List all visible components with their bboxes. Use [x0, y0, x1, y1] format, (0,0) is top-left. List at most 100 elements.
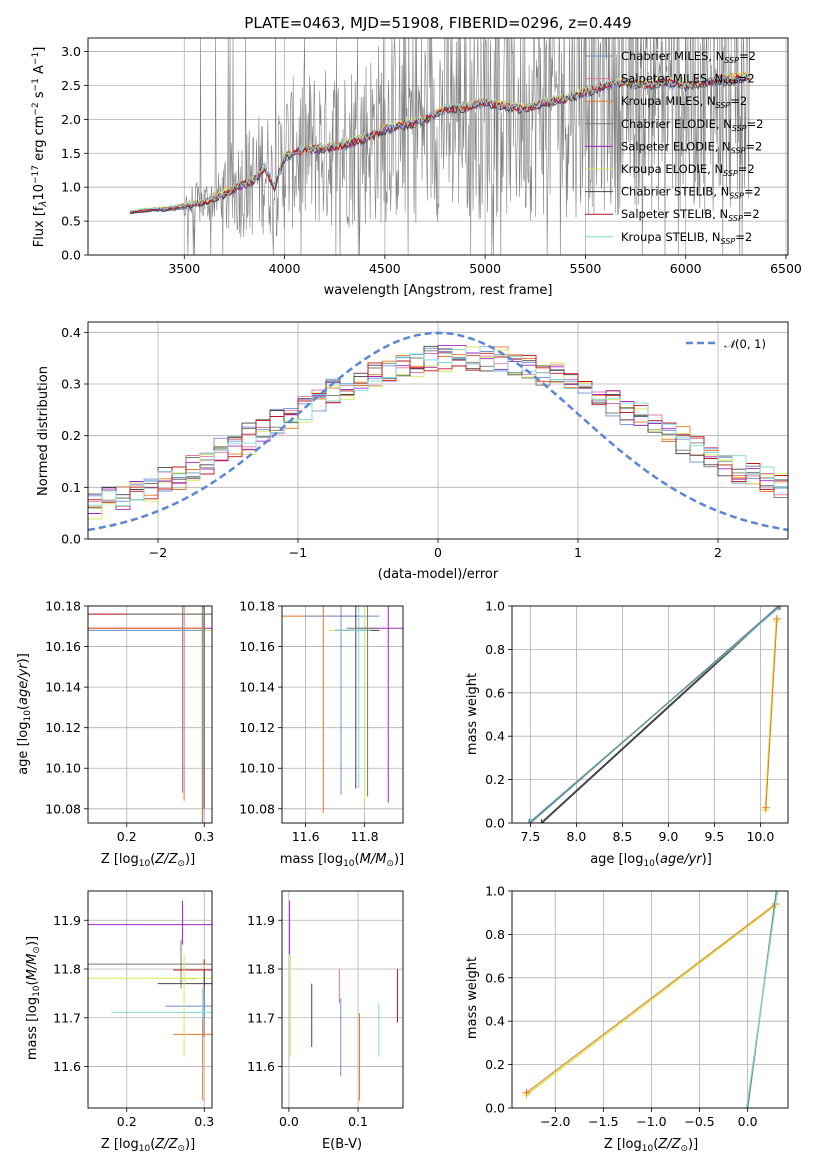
weight-marker [774, 606, 783, 610]
x-tick-label: 9.5 [704, 829, 724, 844]
residuals-ylabel: Normed distribution [36, 366, 51, 496]
age-vs-Z-panel: Z [log10(Z/Z⊙)] age [log10(age/yr)] 0.2 0… [16, 599, 214, 870]
spectrum-xlabel: wavelength [Angstrom, rest frame] [324, 283, 553, 298]
x-tick-label: 8.0 [566, 829, 586, 844]
y-tick-label: 10.08 [45, 801, 81, 816]
y-tick-label: 11.6 [247, 1059, 275, 1074]
y-tick-label: 0.1 [61, 480, 81, 495]
weight-line-kroupa_miles [526, 903, 776, 1094]
weight-marker [772, 617, 781, 626]
age-Z-xlabel: Z [log10(Z/Z⊙)] [101, 852, 195, 869]
axes-frame [511, 890, 789, 1109]
x-tick-label: 11.8 [351, 829, 379, 844]
y-tick-label: 10.16 [239, 639, 275, 654]
observed-spectrum-line [130, 38, 751, 255]
spectrum-legend: Chabrier MILES, NSSP=2 Salpeter MILES, NS… [585, 49, 763, 246]
plot-area [289, 900, 398, 1101]
y-tick-label: 0.0 [61, 248, 81, 263]
legend-label: Chabrier STELIB, NSSP=2 [621, 185, 761, 201]
x-tick-label: −2.0 [540, 1114, 570, 1129]
grid [88, 891, 212, 1108]
y-tick-label: 0.3 [61, 377, 81, 392]
y-tick-label: 3.0 [61, 44, 81, 59]
y-tick-label: 0.6 [485, 970, 505, 985]
y-tick-label: 1.0 [485, 599, 505, 614]
weight-line-kroupa_stelib [746, 891, 779, 1108]
x-tick-label: −1 [289, 545, 307, 560]
x-tick-label: 6000 [670, 261, 702, 276]
y-tick-label: 0.6 [485, 685, 505, 700]
weight-marker [525, 819, 534, 823]
plot-area [282, 606, 403, 813]
x-tick-label: 11.6 [292, 829, 320, 844]
histogram-kroupa_miles [88, 346, 788, 508]
spectrum-ylabel: Flux [fλ10−17 erg cm−2 s−1 A−1] [31, 47, 49, 248]
weight-marker [775, 606, 784, 610]
x-tick-label: 4500 [369, 261, 401, 276]
legend-label: Kroupa ELODIE, NSSP=2 [621, 162, 755, 178]
x-tick-label: 4000 [269, 261, 301, 276]
weight-marker [526, 819, 535, 823]
y-tick-label: 11.9 [247, 913, 275, 928]
weight-marker [537, 819, 546, 823]
mw-Z-xlabel: Z [log10(Z/Z⊙)] [604, 1137, 698, 1154]
y-tick-label: 0.4 [61, 325, 81, 340]
y-tick-label: 0.0 [485, 816, 505, 831]
grid [282, 605, 403, 823]
y-tick-label: 0.4 [485, 729, 505, 744]
histogram-kroupa_stelib [88, 346, 788, 507]
mass-Z-ylabel: mass [log10(M/M⊙)] [25, 936, 42, 1060]
legend-label: Salpeter MILES, NSSP=2 [621, 72, 755, 88]
axes-frame [87, 321, 789, 540]
x-tick-label: 5000 [469, 261, 501, 276]
spectrum-panel: wavelength [Angstrom, rest frame] Flux [… [31, 37, 802, 298]
x-tick-label: 3500 [168, 261, 200, 276]
y-tick-label: 0.2 [485, 1057, 505, 1072]
weight-line-kroupa_miles [765, 618, 778, 808]
histogram-chabrier_elodie [88, 350, 788, 509]
mass-weight-vs-Z-panel: Z [log10(Z/Z⊙)] mass weight −2.0 −1.5 −1.0… [465, 884, 789, 1154]
y-tick-label: 11.8 [53, 962, 81, 977]
histogram-kroupa_elodie [88, 346, 788, 520]
y-tick-label: 2.5 [61, 78, 81, 93]
weight-marker [773, 891, 782, 895]
y-tick-label: 10.18 [239, 599, 275, 614]
y-tick-label: 10.08 [239, 801, 275, 816]
weight-marker [772, 615, 781, 624]
x-tick-label: 0.2 [117, 1114, 137, 1129]
y-tick-label: 0.2 [61, 428, 81, 443]
y-tick-label: 10.10 [239, 761, 275, 776]
y-tick-label: 10.12 [45, 720, 81, 735]
legend-label: Kroupa MILES, NSSP=2 [621, 94, 747, 110]
y-tick-label: 0.8 [485, 927, 505, 942]
x-tick-label: −2 [149, 545, 167, 560]
weight-marker [522, 1088, 531, 1097]
histogram-salpeter_stelib [88, 352, 788, 507]
age-vs-mass-panel: mass [log10(M/M⊙)] 11.6 11.8 10.08 10.10 10.… [239, 599, 404, 870]
y-tick-label: 0.0 [485, 1101, 505, 1116]
histogram-chabrier_miles [88, 347, 788, 502]
model-spectrum-salpeter_stelib [130, 73, 750, 213]
weight-line-chabrier_elodie [529, 606, 781, 823]
y-tick-label: 2.0 [61, 112, 81, 127]
grid [282, 891, 403, 1108]
x-tick-label: 0.0 [279, 1114, 299, 1129]
grid [512, 605, 788, 824]
legend-label: Chabrier MILES, NSSP=2 [621, 49, 756, 65]
age-Z-ylabel: age [log10(age/yr)] [16, 653, 33, 775]
y-tick-label: 1.5 [61, 146, 81, 161]
x-tick-label: −0.5 [684, 1114, 714, 1129]
mass-weight-vs-age-panel: age [log10(age/yr)] mass weight 7.5 8.0 8.… [465, 599, 789, 869]
y-tick-label: 11.7 [247, 1010, 275, 1025]
x-tick-label: 0.2 [117, 829, 137, 844]
x-tick-label: 2 [714, 545, 722, 560]
weight-marker [761, 803, 770, 812]
x-tick-label: 8.5 [612, 829, 632, 844]
plot-area [522, 891, 782, 1108]
mass-vs-Z-panel: Z [log10(Z/Z⊙)] mass [log10(M/M⊙)] 0.2 0.… [25, 890, 214, 1154]
plot-area [88, 606, 212, 823]
weight-marker [761, 805, 769, 814]
x-tick-label: 9.0 [658, 829, 678, 844]
x-tick-label: −1.0 [636, 1114, 666, 1129]
legend-label: Chabrier ELODIE, NSSP=2 [621, 117, 763, 133]
